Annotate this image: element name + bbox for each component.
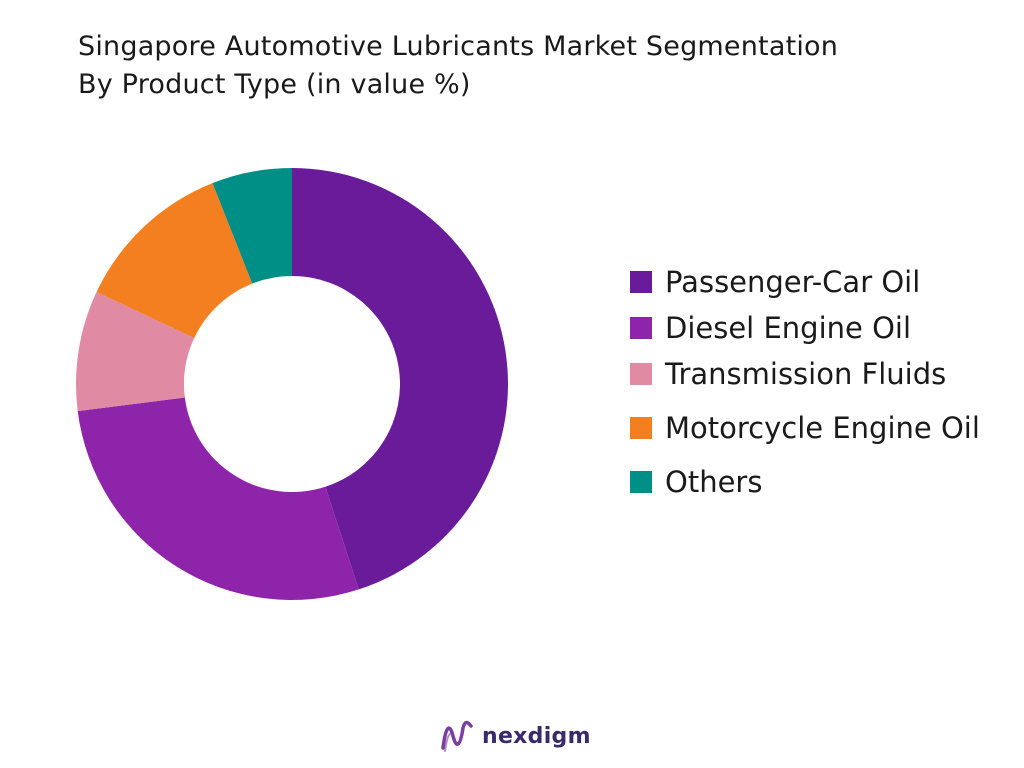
legend-label: Transmission Fluids <box>665 357 947 391</box>
legend-label: Diesel Engine Oil <box>665 311 912 345</box>
brand-footer: nexdigm <box>440 716 591 756</box>
legend-swatch <box>630 471 652 493</box>
legend-item: Others <box>630 462 762 502</box>
donut-slice-others <box>212 168 292 284</box>
legend-item: Diesel Engine Oil <box>630 308 911 348</box>
legend-label: Passenger-Car Oil <box>665 265 921 299</box>
nexdigm-logo-icon <box>441 720 473 752</box>
chart-title: Singapore Automotive Lubricants Market S… <box>78 31 839 62</box>
legend-swatch <box>630 417 652 439</box>
legend-swatch <box>630 271 652 293</box>
donut-slice-diesel-engine-oil <box>77 397 359 601</box>
legend-item: Motorcycle Engine Oil <box>630 408 980 448</box>
legend-label: Motorcycle Engine Oil <box>665 411 980 445</box>
chart-title-block: Singapore Automotive Lubricants Market S… <box>78 28 978 104</box>
legend-swatch <box>630 363 652 385</box>
legend-swatch <box>630 317 652 339</box>
donut-slice-passenger-car-oil <box>292 168 509 590</box>
legend-item: Passenger-Car Oil <box>630 262 920 302</box>
donut-slice-motorcycle-engine-oil <box>96 183 253 339</box>
legend-label: Others <box>665 465 763 499</box>
legend-item: Transmission Fluids <box>630 354 946 394</box>
brand-name: nexdigm <box>482 723 591 749</box>
chart-subtitle: By Product Type (in value %) <box>78 69 471 100</box>
donut-slice-transmission-fluids <box>76 292 195 412</box>
